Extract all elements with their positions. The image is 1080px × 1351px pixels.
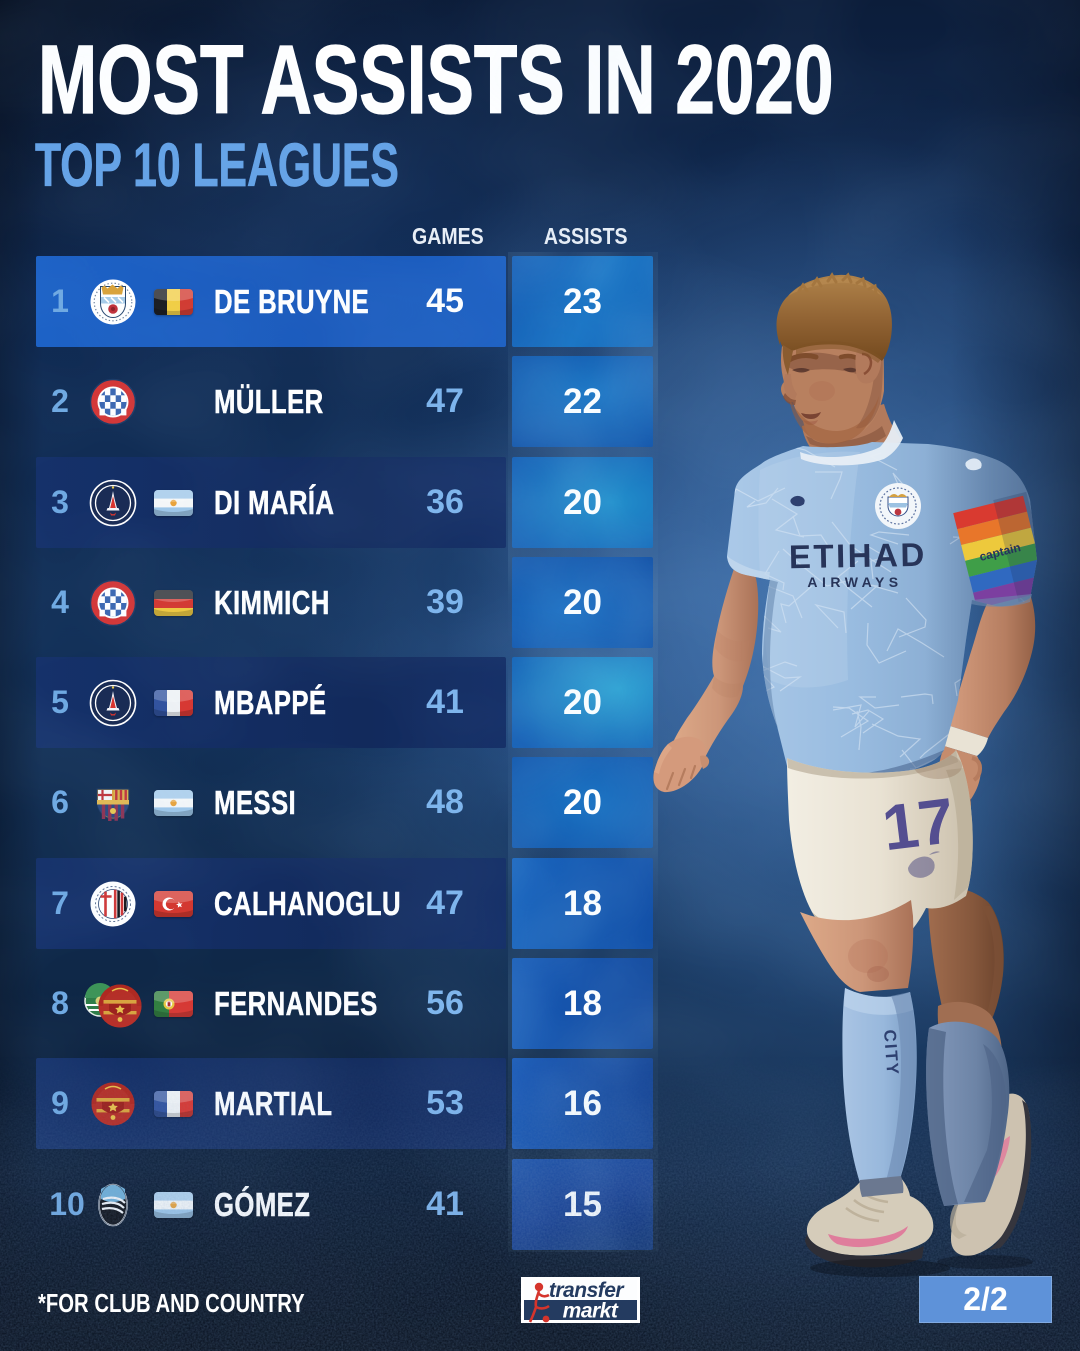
svg-text:17: 17 (879, 784, 958, 864)
svg-text:AIRWAYS: AIRWAYS (807, 574, 902, 590)
svg-text:markt: markt (563, 1300, 619, 1323)
svg-text:transfer: transfer (549, 1279, 626, 1302)
svg-text:ETIHAD: ETIHAD (789, 536, 927, 575)
svg-text:CITY: CITY (880, 1029, 902, 1077)
